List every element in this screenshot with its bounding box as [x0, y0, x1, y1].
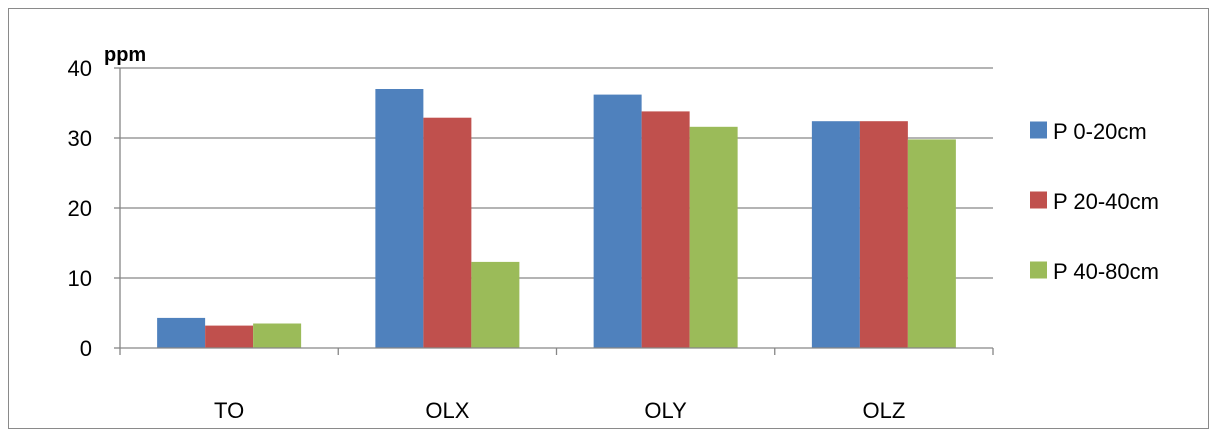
- bar-olz-series-3: [907, 139, 956, 348]
- bar-oly-series-3: [689, 126, 738, 348]
- bar-olz-series-2: [859, 121, 908, 348]
- bar-olx-series-1: [375, 89, 424, 348]
- legend: P 0-20cm P 20-40cm P 40-80cm: [1030, 119, 1159, 284]
- x-tick-label-olz: OLZ: [862, 398, 905, 423]
- legend-label-1: P 0-20cm: [1053, 119, 1147, 144]
- bar-to-series-3: [253, 323, 302, 348]
- x-tick-label-oly: OLY: [644, 398, 687, 423]
- bar-oly-series-1: [593, 94, 642, 348]
- bar-olz-series-1: [811, 121, 860, 348]
- bar-olx-series-2: [423, 117, 472, 348]
- legend-label-2: P 20-40cm: [1053, 189, 1159, 214]
- y-tick-label-40: 40: [68, 56, 92, 81]
- legend-swatch-2: [1030, 191, 1047, 209]
- bars: [157, 89, 956, 349]
- bar-to-series-2: [205, 325, 254, 348]
- bar-to-series-1: [157, 317, 206, 348]
- bar-olx-series-3: [471, 261, 520, 348]
- legend-label-3: P 40-80cm: [1053, 259, 1159, 284]
- y-tick-label-0: 0: [80, 336, 92, 361]
- x-tick-label-to: TO: [214, 398, 244, 423]
- y-tick-label-20: 20: [68, 196, 92, 221]
- axes: [114, 67, 994, 355]
- y-tick-label-10: 10: [68, 266, 92, 291]
- y-tick-label-30: 30: [68, 126, 92, 151]
- legend-swatch-3: [1030, 261, 1047, 279]
- y-axis-label: ppm: [104, 44, 146, 66]
- tick-labels: 0 10 20 30 40 TO OLX OLY OLZ: [68, 56, 906, 423]
- legend-swatch-1: [1030, 121, 1047, 139]
- x-tick-label-olx: OLX: [425, 398, 469, 423]
- bar-oly-series-2: [641, 111, 690, 349]
